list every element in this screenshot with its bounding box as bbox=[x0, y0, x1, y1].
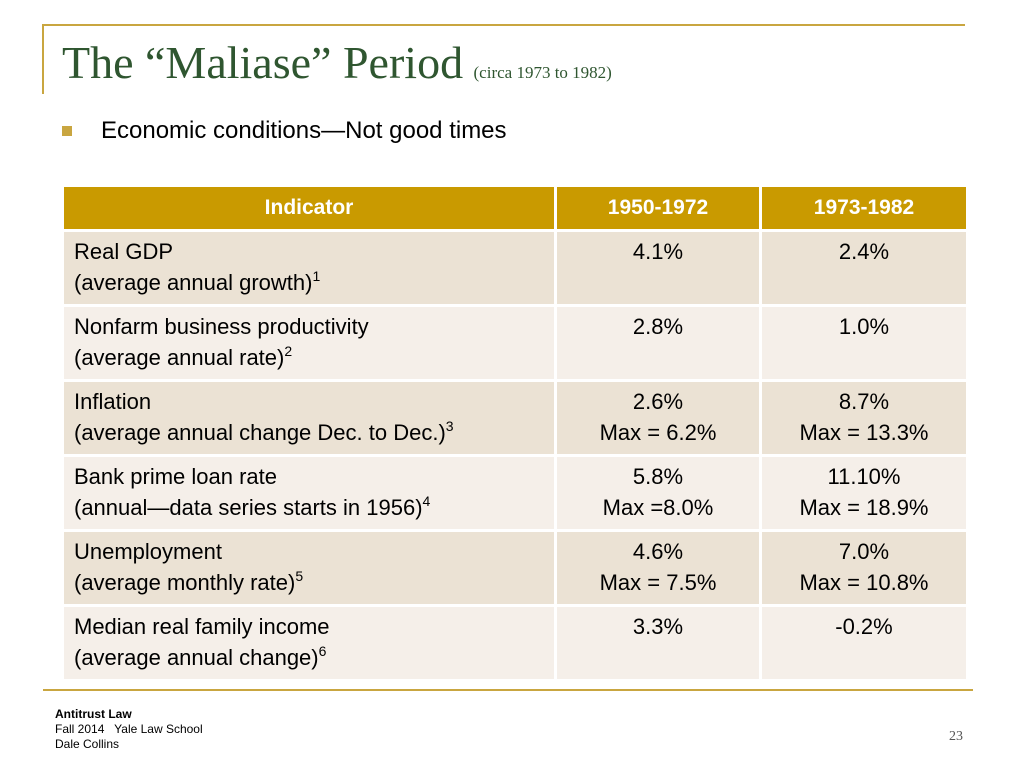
value-1950-1972: 3.3% bbox=[557, 607, 762, 682]
value-average: 8.7% bbox=[838, 389, 890, 414]
value-1973-1982: 2.4% bbox=[762, 232, 966, 307]
footer-term: Fall 2014 Yale Law School bbox=[55, 722, 203, 736]
footnote-marker: 3 bbox=[445, 418, 454, 434]
table-row: Inflation (average annual change Dec. to … bbox=[64, 382, 966, 457]
indicator-detail: (average annual change)6 bbox=[74, 642, 546, 673]
indicator-name: Real GDP bbox=[74, 239, 174, 264]
slide-subtitle: (circa 1973 to 1982) bbox=[473, 63, 612, 82]
left-rule bbox=[42, 24, 44, 94]
slide-title: The “Maliase” Period bbox=[62, 37, 464, 88]
footnote-marker: 1 bbox=[312, 268, 321, 284]
indicator-name: Inflation bbox=[74, 389, 152, 414]
indicator-name: Bank prime loan rate bbox=[74, 464, 277, 489]
value-average: 4.1% bbox=[632, 239, 684, 264]
value-max: Max = 6.2% bbox=[599, 420, 717, 445]
footer: Antitrust Law Fall 2014 Yale Law School … bbox=[55, 707, 203, 752]
indicator-detail-text: (average annual change Dec. to Dec.) bbox=[74, 420, 446, 445]
indicator-detail-text: (average monthly rate) bbox=[74, 570, 296, 595]
table-header-row: Indicator 1950-1972 1973-1982 bbox=[64, 187, 966, 232]
table-row: Unemployment (average monthly rate)5 4.6% M… bbox=[64, 532, 966, 607]
value-average: 4.6% bbox=[632, 539, 684, 564]
indicator-detail: (average annual change Dec. to Dec.)3 bbox=[74, 417, 546, 448]
bullet-text: Economic conditions—Not good times bbox=[101, 117, 507, 144]
indicator-cell: Nonfarm business productivity (average an… bbox=[64, 307, 557, 382]
footnote-marker: 4 bbox=[422, 493, 431, 509]
value-1950-1972: 2.6% Max = 6.2% bbox=[557, 382, 762, 457]
indicator-table: Indicator 1950-1972 1973-1982 Real GDP (a… bbox=[64, 187, 966, 682]
value-1950-1972: 4.6% Max = 7.5% bbox=[557, 532, 762, 607]
indicator-detail: (average annual rate)2 bbox=[74, 342, 546, 373]
table-row: Real GDP (average annual growth)1 4.1% 2.4% bbox=[64, 232, 966, 307]
table-body: Real GDP (average annual growth)1 4.1% 2.4%… bbox=[64, 232, 966, 682]
indicator-detail-text: (annual—data series starts in 1956) bbox=[74, 495, 423, 520]
footer-author: Dale Collins bbox=[55, 737, 120, 751]
value-max: Max =8.0% bbox=[602, 495, 714, 520]
indicator-detail-text: (average annual growth) bbox=[74, 270, 313, 295]
indicator-detail: (annual—data series starts in 1956)4 bbox=[74, 492, 546, 523]
table-row: Bank prime loan rate (annual—data series … bbox=[64, 457, 966, 532]
footnote-marker: 2 bbox=[284, 343, 293, 359]
header-indicator: Indicator bbox=[64, 187, 557, 232]
footer-rule bbox=[43, 689, 973, 691]
value-1950-1972: 4.1% bbox=[557, 232, 762, 307]
indicator-detail-text: (average annual change) bbox=[74, 645, 319, 670]
indicator-name: Nonfarm business productivity bbox=[74, 314, 369, 339]
value-average: 7.0% bbox=[838, 539, 890, 564]
value-average: -0.2% bbox=[835, 614, 893, 639]
indicator-name: Median real family income bbox=[74, 614, 330, 639]
value-average: 2.4% bbox=[838, 239, 890, 264]
indicator-cell: Unemployment (average monthly rate)5 bbox=[64, 532, 557, 607]
indicator-detail: (average annual growth)1 bbox=[74, 267, 546, 298]
title-block: The “Maliase” Period (circa 1973 to 1982… bbox=[62, 36, 612, 89]
value-1973-1982: 7.0% Max = 10.8% bbox=[762, 532, 966, 607]
value-1973-1982: 1.0% bbox=[762, 307, 966, 382]
value-1973-1982: 11.10% Max = 18.9% bbox=[762, 457, 966, 532]
page-number: 23 bbox=[949, 729, 963, 744]
value-average: 3.3% bbox=[632, 614, 684, 639]
indicator-cell: Inflation (average annual change Dec. to … bbox=[64, 382, 557, 457]
header-period-2: 1973-1982 bbox=[762, 187, 966, 232]
value-average: 1.0% bbox=[838, 314, 890, 339]
indicator-cell: Bank prime loan rate (annual—data series … bbox=[64, 457, 557, 532]
footnote-marker: 6 bbox=[318, 643, 327, 659]
value-max: Max = 13.3% bbox=[799, 420, 929, 445]
indicator-name: Unemployment bbox=[74, 539, 222, 564]
value-max: Max = 18.9% bbox=[799, 495, 929, 520]
value-1973-1982: -0.2% bbox=[762, 607, 966, 682]
table-row: Median real family income (average annual… bbox=[64, 607, 966, 682]
indicator-cell: Real GDP (average annual growth)1 bbox=[64, 232, 557, 307]
indicator-cell: Median real family income (average annual… bbox=[64, 607, 557, 682]
value-max: Max = 10.8% bbox=[799, 570, 929, 595]
value-1950-1972: 5.8% Max =8.0% bbox=[557, 457, 762, 532]
value-1950-1972: 2.8% bbox=[557, 307, 762, 382]
value-average: 2.8% bbox=[632, 314, 684, 339]
top-rule bbox=[43, 24, 965, 26]
footer-course: Antitrust Law bbox=[55, 707, 132, 721]
bullet-item: Economic conditions—Not good times bbox=[62, 117, 507, 145]
value-1973-1982: 8.7% Max = 13.3% bbox=[762, 382, 966, 457]
square-bullet-icon bbox=[62, 126, 72, 136]
value-max: Max = 7.5% bbox=[599, 570, 717, 595]
indicator-detail: (average monthly rate)5 bbox=[74, 567, 546, 598]
table-row: Nonfarm business productivity (average an… bbox=[64, 307, 966, 382]
footnote-marker: 5 bbox=[295, 568, 304, 584]
value-average: 11.10% bbox=[827, 464, 901, 489]
header-period-1: 1950-1972 bbox=[557, 187, 762, 232]
value-average: 2.6% bbox=[632, 389, 684, 414]
indicator-detail-text: (average annual rate) bbox=[74, 345, 285, 370]
value-average: 5.8% bbox=[632, 464, 684, 489]
